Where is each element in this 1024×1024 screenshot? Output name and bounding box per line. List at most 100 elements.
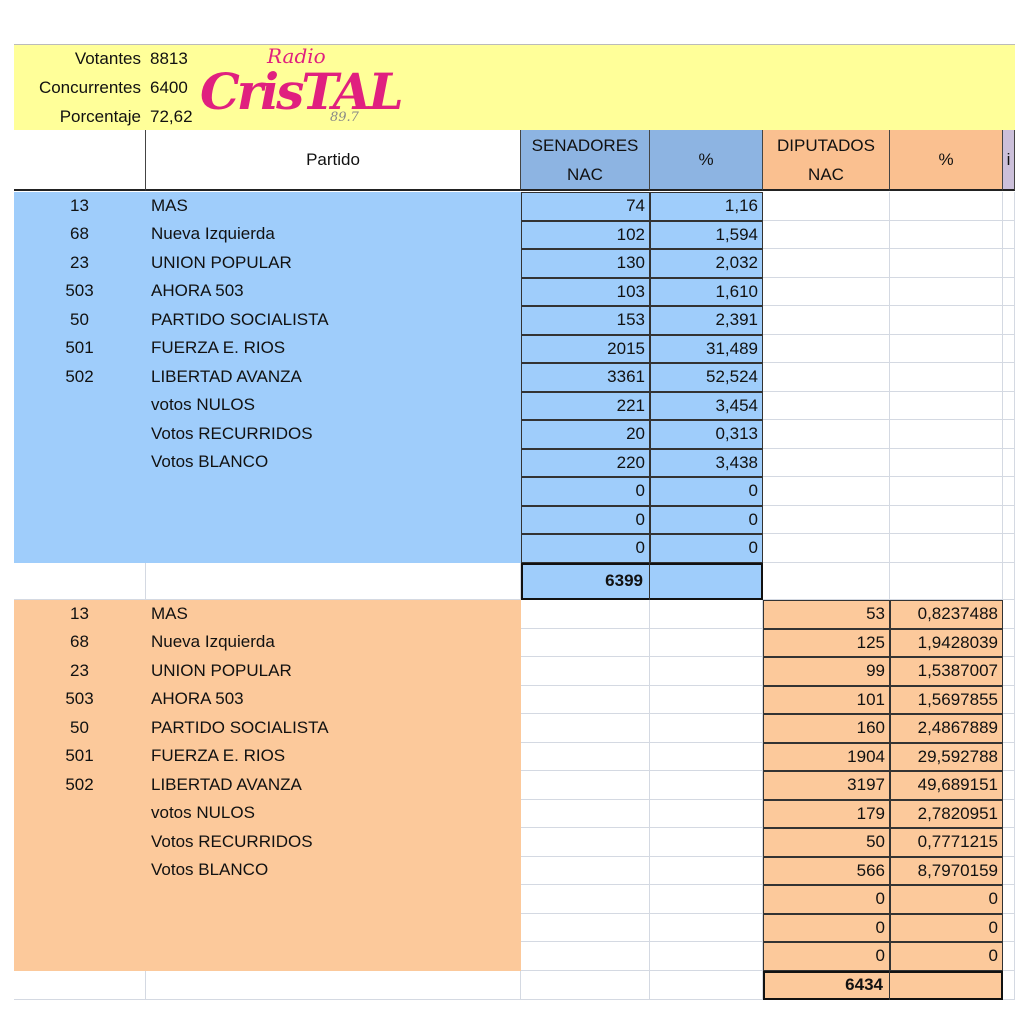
- cell: [650, 714, 763, 743]
- percent: 3,454: [650, 391, 763, 420]
- votes: 0: [763, 885, 890, 914]
- cell: [521, 942, 650, 971]
- total-frame: [763, 970, 1003, 1000]
- percent: 1,5697855: [890, 685, 1003, 714]
- cell: [14, 970, 146, 1000]
- column-header: i: [1003, 130, 1015, 191]
- list-number: 503: [14, 277, 146, 306]
- list-number: 501: [14, 334, 146, 363]
- party-name: UNION POPULAR: [146, 249, 521, 278]
- cell: [14, 856, 146, 885]
- cell: [521, 628, 650, 657]
- votes: 0: [521, 477, 650, 506]
- header-line: DIPUTADOS: [777, 135, 875, 155]
- cell: [521, 799, 650, 828]
- percent: 0: [650, 534, 763, 563]
- cell: [146, 477, 521, 506]
- percent: 0: [890, 913, 1003, 942]
- cell: [763, 363, 890, 392]
- cell: [14, 505, 146, 534]
- cell: [1003, 306, 1015, 335]
- cell: [1003, 534, 1015, 563]
- summary-label: Votantes: [74, 48, 141, 68]
- party-name: Votos BLANCO: [146, 448, 521, 477]
- cell: [763, 448, 890, 477]
- votes: 99: [763, 657, 890, 686]
- cell: [14, 885, 146, 914]
- votes: 221: [521, 391, 650, 420]
- party-name: Votos RECURRIDOS: [146, 420, 521, 449]
- percent: 1,610: [650, 277, 763, 306]
- cell: [521, 600, 650, 629]
- cell: [650, 799, 763, 828]
- party-name: Nueva Izquierda: [146, 220, 521, 249]
- cell: [1003, 505, 1015, 534]
- votes: 566: [763, 856, 890, 885]
- logo: Radio CrisTAL 89.7: [195, 44, 404, 130]
- cell: [1003, 448, 1015, 477]
- cell: [650, 942, 763, 971]
- summary-value: 6400: [150, 77, 188, 97]
- cell: [1003, 885, 1015, 914]
- votes: 3197: [763, 771, 890, 800]
- votes: 0: [763, 942, 890, 971]
- cell: [521, 657, 650, 686]
- cell: [1003, 828, 1015, 857]
- summary-value: 72,62: [150, 106, 193, 126]
- cell: [890, 220, 1003, 249]
- cell: [890, 420, 1003, 449]
- cell: [146, 534, 521, 563]
- cell: [763, 534, 890, 563]
- cell: [890, 306, 1003, 335]
- column-header: Partido: [146, 130, 521, 191]
- votes: 53: [763, 600, 890, 629]
- party-name: Nueva Izquierda: [146, 628, 521, 657]
- party-name: FUERZA E. RIOS: [146, 742, 521, 771]
- percent: 49,689151: [890, 771, 1003, 800]
- cell: [146, 885, 521, 914]
- cell: [763, 306, 890, 335]
- cell: [521, 856, 650, 885]
- cell: [650, 600, 763, 629]
- cell: [1003, 600, 1015, 629]
- votes: 179: [763, 799, 890, 828]
- list-number: 50: [14, 306, 146, 335]
- cell: [763, 505, 890, 534]
- total-frame: [521, 562, 763, 600]
- cell: [650, 856, 763, 885]
- votes: 125: [763, 628, 890, 657]
- list-number: 13: [14, 600, 146, 629]
- list-number: 68: [14, 628, 146, 657]
- votes: 0: [521, 505, 650, 534]
- cell: [1003, 477, 1015, 506]
- cell: [521, 885, 650, 914]
- party-name: MAS: [146, 192, 521, 221]
- cell: [521, 714, 650, 743]
- percent: 8,7970159: [890, 856, 1003, 885]
- cell: [14, 477, 146, 506]
- column-header: DIPUTADOS NAC: [763, 130, 890, 191]
- cell: [1003, 657, 1015, 686]
- cell: [890, 562, 1003, 600]
- percent: 2,032: [650, 249, 763, 278]
- cell: [521, 970, 650, 1000]
- party-name: UNION POPULAR: [146, 657, 521, 686]
- summary-value: 8813: [150, 48, 188, 68]
- votes: 74: [521, 192, 650, 221]
- cell: [763, 249, 890, 278]
- cell: [14, 942, 146, 971]
- party-name: LIBERTAD AVANZA: [146, 771, 521, 800]
- cell: [14, 913, 146, 942]
- cell: [763, 220, 890, 249]
- cell: [146, 942, 521, 971]
- votes: 0: [521, 534, 650, 563]
- percent: 0,7771215: [890, 828, 1003, 857]
- cell: [650, 970, 763, 1000]
- cell: [1003, 562, 1015, 600]
- party-name: Votos RECURRIDOS: [146, 828, 521, 857]
- party-name: MAS: [146, 600, 521, 629]
- cell: [650, 628, 763, 657]
- cell: [1003, 249, 1015, 278]
- cell: [763, 391, 890, 420]
- list-number: 23: [14, 249, 146, 278]
